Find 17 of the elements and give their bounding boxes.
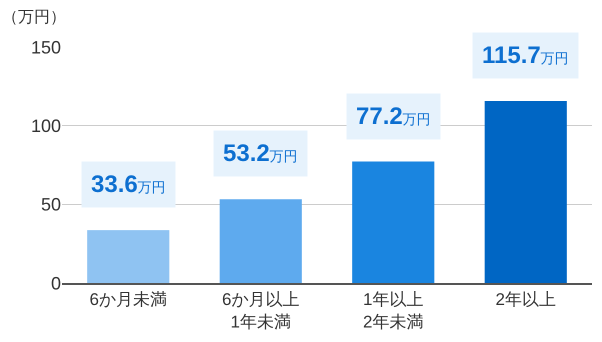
bar bbox=[87, 230, 170, 283]
data-label: 33.6万円 bbox=[91, 171, 166, 198]
x-tick-label: 6か月未満 bbox=[90, 290, 167, 310]
x-tick-label: 2年以上 bbox=[496, 290, 556, 310]
y-tick-label: 50 bbox=[40, 194, 61, 215]
x-tick-label: 1年以上 2年未満 bbox=[363, 290, 424, 332]
y-axis-title: （万円） bbox=[2, 9, 66, 26]
y-tick-label: 100 bbox=[30, 116, 61, 136]
data-label: 53.2万円 bbox=[223, 140, 298, 167]
x-tick-label: 6か月以上 1年未満 bbox=[222, 290, 300, 332]
bar bbox=[484, 100, 567, 283]
bar bbox=[220, 199, 302, 283]
bar bbox=[352, 162, 434, 283]
data-label: 77.2万円 bbox=[356, 103, 431, 130]
data-label: 115.7万円 bbox=[482, 42, 569, 69]
y-tick-label: 0 bbox=[50, 273, 61, 294]
y-tick-label: 150 bbox=[30, 37, 61, 58]
